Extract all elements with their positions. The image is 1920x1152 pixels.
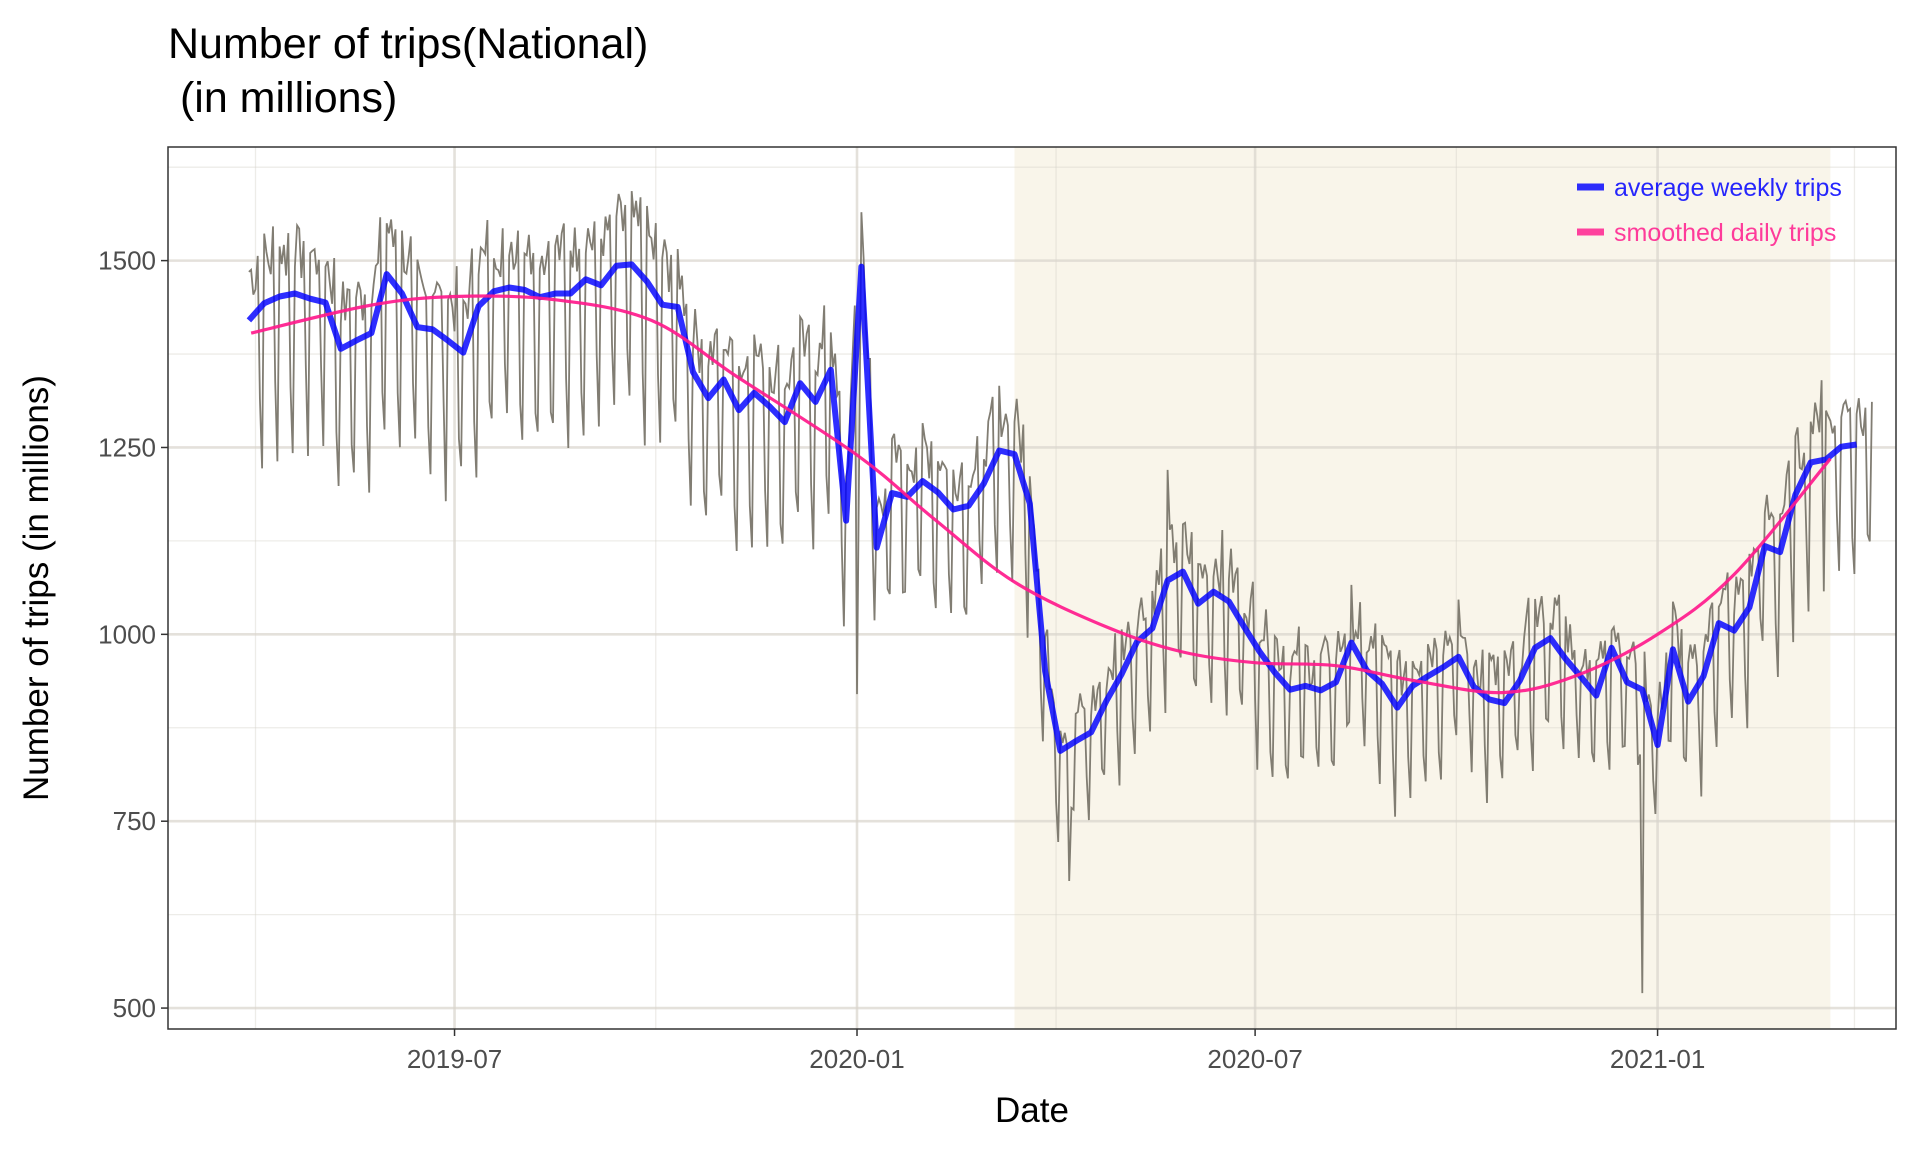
weekly-average-line	[246, 261, 1858, 754]
series	[246, 191, 1873, 994]
x-tick-label: 2020-07	[1207, 1044, 1302, 1074]
x-tick-label: 2021-01	[1610, 1044, 1705, 1074]
y-axis-title: Number of trips (in millions)	[17, 375, 56, 801]
chart-title-line1: Number of trips(National)	[168, 20, 648, 68]
axes: 500 750 1000 1250 1500 2019-07 2020-01 2020-07 2…	[98, 246, 1705, 1074]
chart-title-line2: (in millions)	[168, 74, 397, 122]
smoothed-daily-line	[250, 294, 1832, 695]
legend: average weekly trips smoothed daily trip…	[1577, 174, 1842, 247]
shaded-period	[1014, 147, 1831, 1029]
daily-trips-line	[248, 191, 1873, 994]
y-tick-label: 1500	[98, 246, 156, 276]
legend-label-smoothed: smoothed daily trips	[1614, 219, 1836, 247]
y-tick-label: 1250	[98, 432, 156, 462]
x-axis-title: Date	[995, 1091, 1069, 1130]
plot-background	[1014, 147, 1831, 1029]
plot-border	[167, 146, 1897, 1030]
y-tick-label: 500	[113, 993, 156, 1023]
y-tick-label: 1000	[98, 619, 156, 649]
y-tick-label: 750	[113, 806, 156, 836]
x-tick-label: 2019-07	[407, 1044, 502, 1074]
legend-label-weekly: average weekly trips	[1614, 174, 1842, 202]
x-tick-label: 2020-01	[809, 1044, 904, 1074]
